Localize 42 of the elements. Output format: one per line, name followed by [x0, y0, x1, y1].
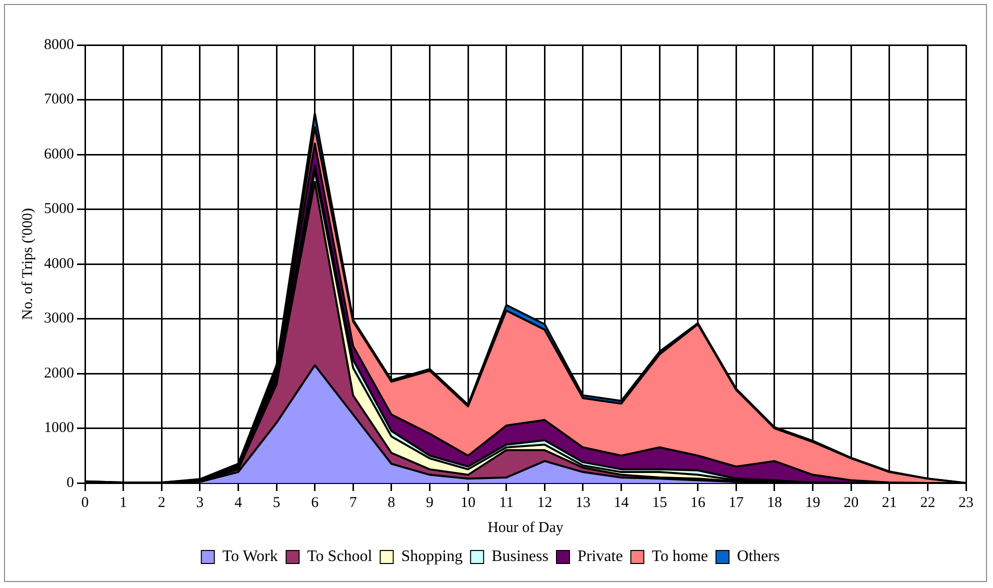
- legend-label: Others: [737, 548, 780, 566]
- y-tick-label: 4000: [44, 256, 74, 272]
- y-tick-label: 0: [66, 474, 74, 491]
- x-tick-label: 6: [311, 494, 320, 511]
- x-tick-label: 9: [426, 494, 434, 511]
- x-tick-label: 17: [728, 494, 744, 511]
- y-tick-label: 1000: [44, 420, 74, 436]
- x-tick-label: 21: [882, 494, 897, 511]
- legend-label: To School: [307, 548, 373, 566]
- x-axis-title: Hour of Day: [488, 520, 564, 536]
- x-tick-label: 0: [81, 494, 89, 511]
- x-tick-label: 18: [766, 494, 782, 511]
- x-tick-label: 15: [652, 494, 668, 511]
- x-tick-label: 8: [388, 494, 396, 511]
- x-tick-label: 13: [575, 494, 590, 511]
- y-tick-label: 8000: [44, 36, 74, 53]
- x-tick-label: 14: [614, 494, 630, 511]
- y-tick-label: 2000: [44, 365, 74, 382]
- x-tick-label: 10: [460, 494, 476, 511]
- y-tick-label: 7000: [44, 92, 74, 108]
- x-tick-label: 5: [272, 494, 280, 511]
- y-tick-label: 5000: [44, 201, 74, 218]
- x-tick-label: 3: [196, 494, 204, 511]
- x-tick-label: 4: [234, 494, 242, 511]
- x-tick-label: 11: [499, 494, 514, 511]
- x-tick-label: 1: [120, 494, 128, 511]
- x-tick-label: 7: [349, 494, 358, 511]
- x-tick-label: 2: [158, 494, 166, 511]
- y-axis-title: No. of Trips ('000): [20, 208, 36, 320]
- y-tick-label: 6000: [44, 146, 74, 162]
- x-tick-label: 16: [690, 494, 706, 511]
- legend-label: Business: [492, 548, 548, 566]
- legend-label: To Work: [222, 548, 278, 566]
- legend-label: Shopping: [401, 548, 463, 566]
- x-tick-label: 23: [958, 494, 974, 511]
- x-tick-label: 20: [844, 494, 859, 511]
- x-tick-label: 19: [805, 494, 820, 511]
- legend-label: Private: [577, 548, 623, 566]
- y-tick-label: 3000: [44, 310, 74, 327]
- x-tick-label: 22: [920, 494, 936, 511]
- legend-label: To home: [652, 548, 708, 566]
- x-tick-label: 12: [537, 494, 552, 511]
